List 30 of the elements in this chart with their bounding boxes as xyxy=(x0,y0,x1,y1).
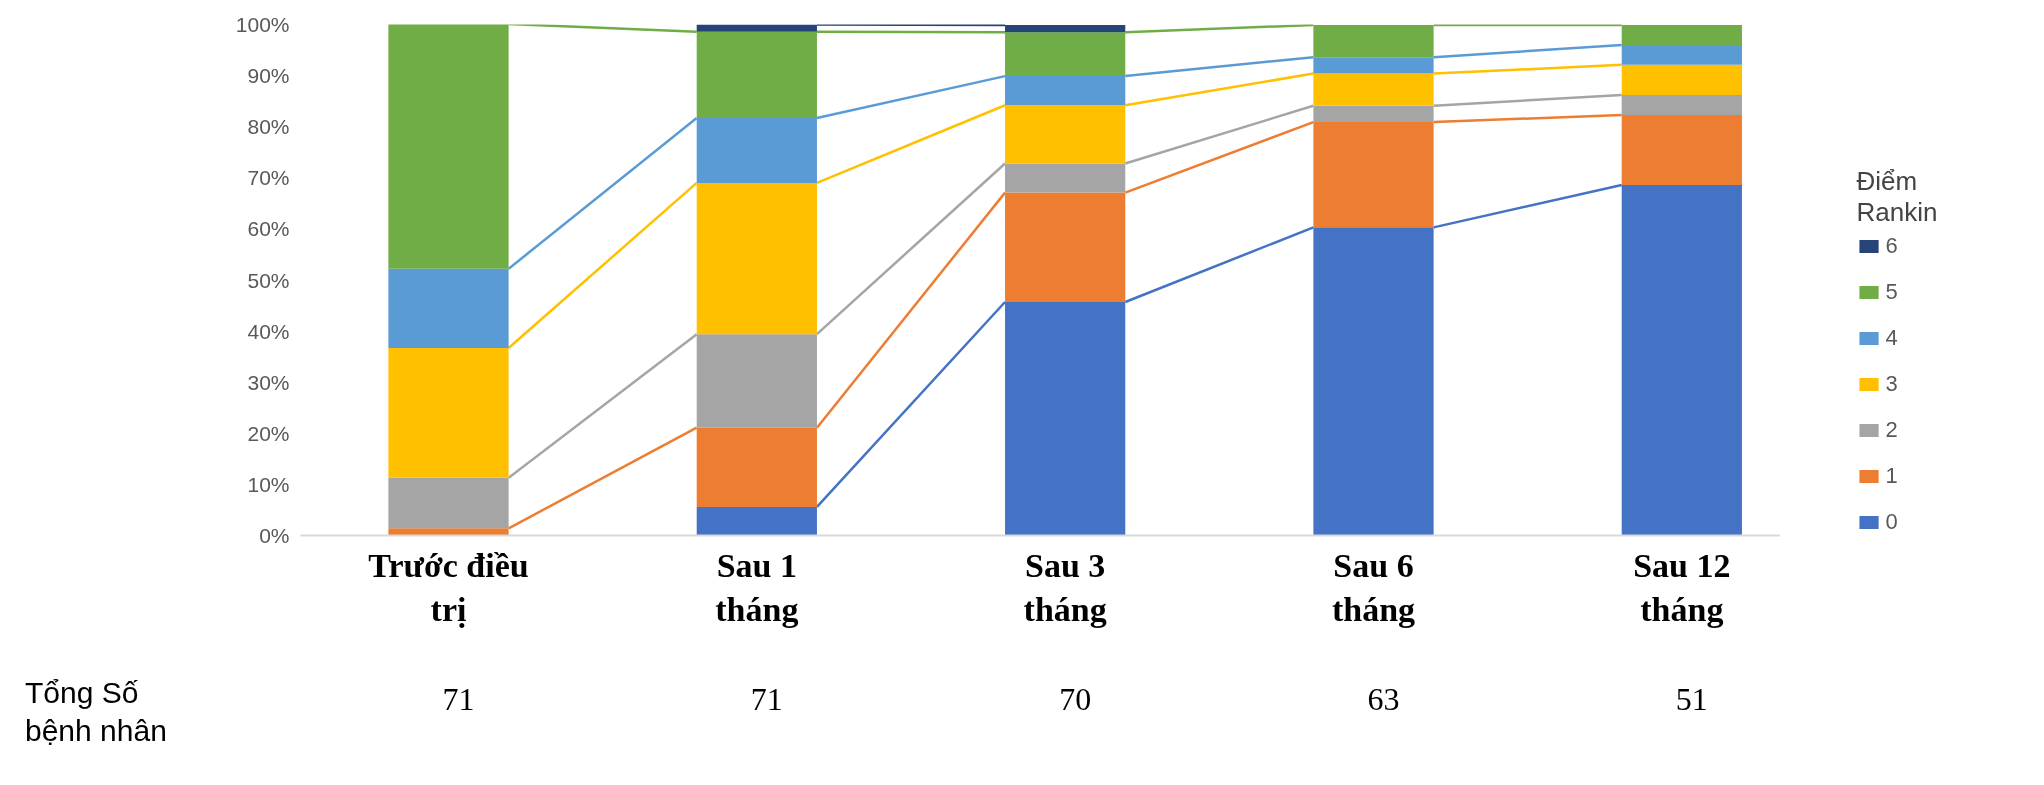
text: 70 xyxy=(1059,681,1092,717)
x-tick-label: Sau 12 tháng xyxy=(1633,546,1731,628)
text: 71 xyxy=(442,681,475,717)
legend-title: Điểm Rankin xyxy=(1856,166,1938,228)
x-tick-label: Sau 6 tháng xyxy=(1331,546,1416,628)
y-tick-label: 80% xyxy=(247,115,290,139)
text: Tổng Số bệnh nhân xyxy=(24,675,168,749)
legend-label: 6 xyxy=(1885,233,1899,259)
x-tick-label: Sau 1 tháng xyxy=(715,546,799,628)
legend-label: 2 xyxy=(1885,417,1899,443)
text: 63 xyxy=(1367,681,1400,717)
legend-label: 5 xyxy=(1885,279,1899,305)
y-tick-label: 70% xyxy=(247,166,290,190)
legend-label: 1 xyxy=(1885,463,1899,489)
y-tick-label: 90% xyxy=(247,64,290,88)
x-tick-label: Trước điều trị xyxy=(368,546,529,628)
y-tick-label: 50% xyxy=(247,268,290,292)
text: 51 xyxy=(1675,681,1708,717)
y-tick-label: 30% xyxy=(247,370,290,394)
y-tick-label: 60% xyxy=(247,217,290,241)
legend-label: 3 xyxy=(1885,371,1899,397)
y-tick-label: 100% xyxy=(235,13,290,36)
legend-label: 4 xyxy=(1885,325,1899,351)
y-tick-label: 0% xyxy=(259,524,290,547)
text: 71 xyxy=(750,681,783,717)
legend-label: 0 xyxy=(1885,509,1899,535)
x-tick-label: Sau 3 tháng xyxy=(1023,546,1107,628)
y-tick-label: 20% xyxy=(247,421,290,445)
y-tick-label: 10% xyxy=(247,472,290,496)
y-tick-label: 40% xyxy=(247,319,290,343)
